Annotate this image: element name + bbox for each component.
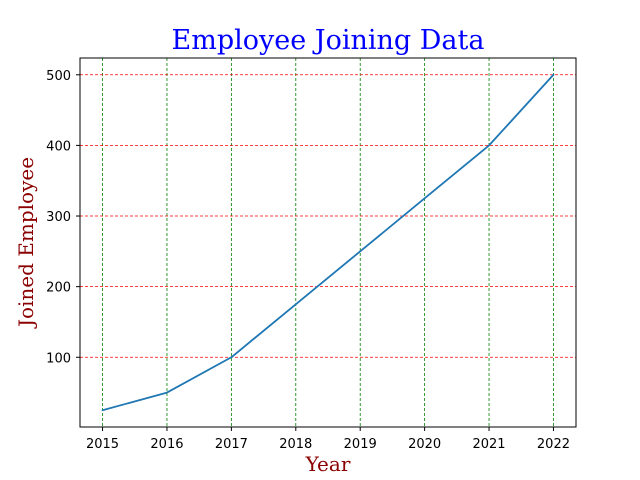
- x-axis-label: Year: [305, 452, 351, 476]
- series-layer: [101, 73, 555, 412]
- y-axis-label: Joined Employee: [14, 157, 38, 329]
- grid-layer: [80, 58, 576, 427]
- y-tick-label: 100: [46, 351, 71, 366]
- plot-area-border: [79, 57, 577, 428]
- y-tick-label: 300: [46, 210, 71, 225]
- chart-title: Employee Joining Data: [172, 25, 485, 56]
- y-tick-label: 500: [46, 69, 71, 84]
- x-tick-label: 2022: [537, 437, 570, 452]
- x-tick-label: 2015: [86, 437, 119, 452]
- x-tick-label: 2021: [472, 437, 505, 452]
- axis-layer: 2015 2016 2017 2018 2019 2020 2021 2022 100 200 30…: [46, 69, 570, 452]
- x-tick-label: 2017: [215, 437, 248, 452]
- y-tick-label: 200: [46, 281, 71, 296]
- x-tick-label: 2016: [150, 437, 183, 452]
- x-tick-label: 2018: [279, 437, 312, 452]
- employee-joining-line: [101, 73, 555, 412]
- x-tick-label: 2019: [344, 437, 377, 452]
- x-tick-label: 2020: [408, 437, 441, 452]
- y-tick-label: 400: [46, 139, 71, 154]
